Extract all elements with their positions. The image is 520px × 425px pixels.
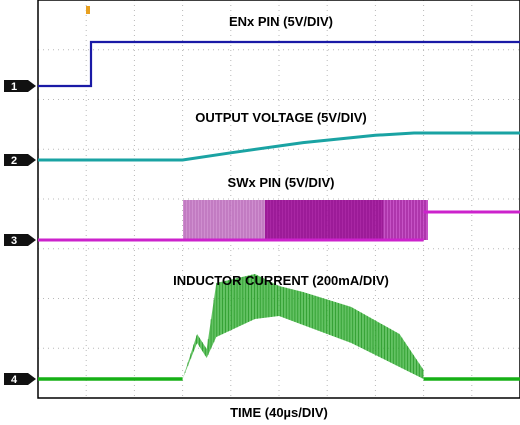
svg-text:1: 1	[11, 81, 17, 93]
grid	[38, 0, 520, 398]
series-label-swx: SWx PIN (5V/DIV)	[228, 175, 335, 190]
channel-marker-3: 3	[4, 234, 36, 247]
swx-switching-band-end	[383, 200, 428, 240]
svg-text:2: 2	[11, 155, 17, 167]
series-label-output-voltage: OUTPUT VOLTAGE (5V/DIV)	[195, 110, 366, 125]
trace-output-voltage-line	[38, 131, 520, 162]
swx-switching-lines	[184, 200, 426, 240]
trace-enx-line	[38, 40, 520, 88]
swx-switching-band-dark	[265, 200, 383, 240]
trace-swx	[38, 200, 520, 242]
x-axis-label: TIME (40µs/DIV)	[230, 405, 328, 420]
series-label-enx: ENx PIN (5V/DIV)	[229, 14, 333, 29]
inductor-current-ripple	[184, 274, 423, 379]
svg-text:3: 3	[11, 235, 17, 247]
trigger-marker	[86, 6, 90, 14]
trace-output-voltage	[38, 131, 520, 162]
trace-enx	[38, 40, 520, 88]
channel-marker-1: 1	[4, 80, 36, 93]
series-label-inductor-current: INDUCTOR CURRENT (200mA/DIV)	[173, 273, 389, 288]
plot-frame	[37, 0, 520, 399]
channel-marker-2: 2	[4, 154, 36, 167]
svg-text:4: 4	[11, 374, 18, 386]
trace-swx-line	[38, 210, 520, 242]
trace-inductor-current	[38, 274, 520, 381]
channel-marker-4: 4	[4, 373, 36, 386]
